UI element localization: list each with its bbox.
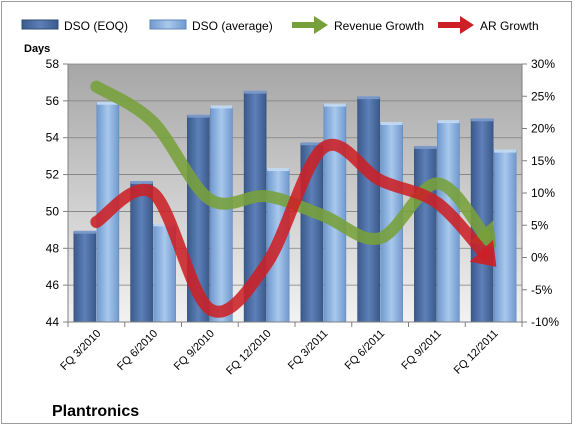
y2-tick-labels: -10% -5% 0% 5% 10% 15% 20% 25% 30% xyxy=(531,57,559,329)
y2-tick-label: 5% xyxy=(531,218,549,232)
y2-tick-label: 30% xyxy=(531,57,555,71)
arrowhead-ar-growth xyxy=(469,239,497,267)
y-axis-title: Days xyxy=(24,43,50,55)
axes xyxy=(63,63,527,327)
bar-dso-eoq xyxy=(130,181,153,323)
y-tick-label: 46 xyxy=(46,278,60,292)
bar-cap-dso-eoq xyxy=(73,230,96,234)
x-tick-label: FQ 9/2011 xyxy=(399,328,444,373)
x-tick-label: FQ 6/2011 xyxy=(343,328,388,373)
bar-cap-dso-average xyxy=(323,103,346,107)
y2-tick-label: -10% xyxy=(531,315,559,329)
y2-tick-label: 10% xyxy=(531,186,555,200)
y2-tick-label: 20% xyxy=(531,122,555,136)
bar-cap-dso-eoq xyxy=(414,145,437,149)
y-tick-label: 52 xyxy=(46,168,60,182)
x-tick-label: FQ 6/2010 xyxy=(115,328,160,373)
bar-cap-dso-average xyxy=(437,120,460,124)
x-tick-label: FQ 3/2011 xyxy=(286,328,331,373)
legend-arrow-revenue-growth xyxy=(314,16,328,34)
y-tick-label: 44 xyxy=(46,315,60,329)
y2-tick-label: 0% xyxy=(531,251,549,265)
x-tick-label: FQ 12/2010 xyxy=(224,328,274,378)
y-tick-label: 54 xyxy=(46,131,60,145)
bar-dso-eoq xyxy=(357,96,380,323)
legend-item: DSO (average) xyxy=(149,19,273,33)
legend-label-revenue-growth: Revenue Growth xyxy=(334,19,424,33)
y-tick-label: 48 xyxy=(46,241,60,255)
line-ar-growth xyxy=(90,138,491,318)
chart-title: Plantronics xyxy=(52,403,139,420)
bar-cap-dso-average xyxy=(380,121,403,125)
bar-cap-dso-average xyxy=(153,223,176,227)
legend: DSO (EOQ) DSO (average) Revenue Growth AR G… xyxy=(21,16,539,34)
legend-swatch-dso-eoq- xyxy=(21,19,59,30)
x-tick-labels: FQ 3/2010 FQ 6/2010 FQ 9/2010 FQ 12/2010 FQ … xyxy=(58,328,500,378)
bar-dso-average xyxy=(210,106,233,323)
y-tick-label: 58 xyxy=(46,57,60,71)
legend-label-dso-eoq-: DSO (EOQ) xyxy=(64,19,128,33)
legend-label-dso-average-: DSO (average) xyxy=(192,19,273,33)
bar-cap-dso-eoq xyxy=(300,142,323,146)
bar-cap-dso-eoq xyxy=(130,180,153,184)
x-tick-label: FQ 3/2010 xyxy=(58,328,103,373)
bar-cap-dso-eoq xyxy=(187,114,210,118)
legend-item: DSO (EOQ) xyxy=(21,19,128,33)
legend-item: Revenue Growth xyxy=(292,16,424,34)
y-tick-label: 50 xyxy=(46,204,60,218)
bar-cap-dso-average xyxy=(210,105,233,109)
bar-cap-dso-eoq xyxy=(357,96,380,100)
bar-cap-dso-average xyxy=(96,101,119,105)
legend-label-ar-growth: AR Growth xyxy=(480,19,539,33)
y-tick-labels: 44 46 48 50 52 54 56 58 xyxy=(46,57,60,329)
y2-tick-label: -5% xyxy=(531,283,553,297)
bar-dso-eoq xyxy=(414,146,437,323)
x-tick-label: FQ 12/2011 xyxy=(452,328,501,377)
bar-cap-dso-average xyxy=(267,168,290,172)
bar-cap-dso-eoq xyxy=(471,118,494,122)
legend-arrow-ar-growth xyxy=(460,16,474,34)
growth-lines xyxy=(90,80,497,318)
bar-dso-average xyxy=(493,150,517,323)
bar-cap-dso-eoq xyxy=(244,90,267,94)
bar-cap-dso-average xyxy=(494,149,517,153)
legend-item: AR Growth xyxy=(438,16,539,34)
y-tick-label: 56 xyxy=(46,94,60,108)
bar-dso-eoq xyxy=(73,231,97,323)
legend-swatch-dso-average- xyxy=(149,19,187,30)
y2-tick-label: 25% xyxy=(531,89,555,103)
y2-tick-label: 15% xyxy=(531,154,555,168)
x-tick-label: FQ 9/2010 xyxy=(172,328,217,373)
